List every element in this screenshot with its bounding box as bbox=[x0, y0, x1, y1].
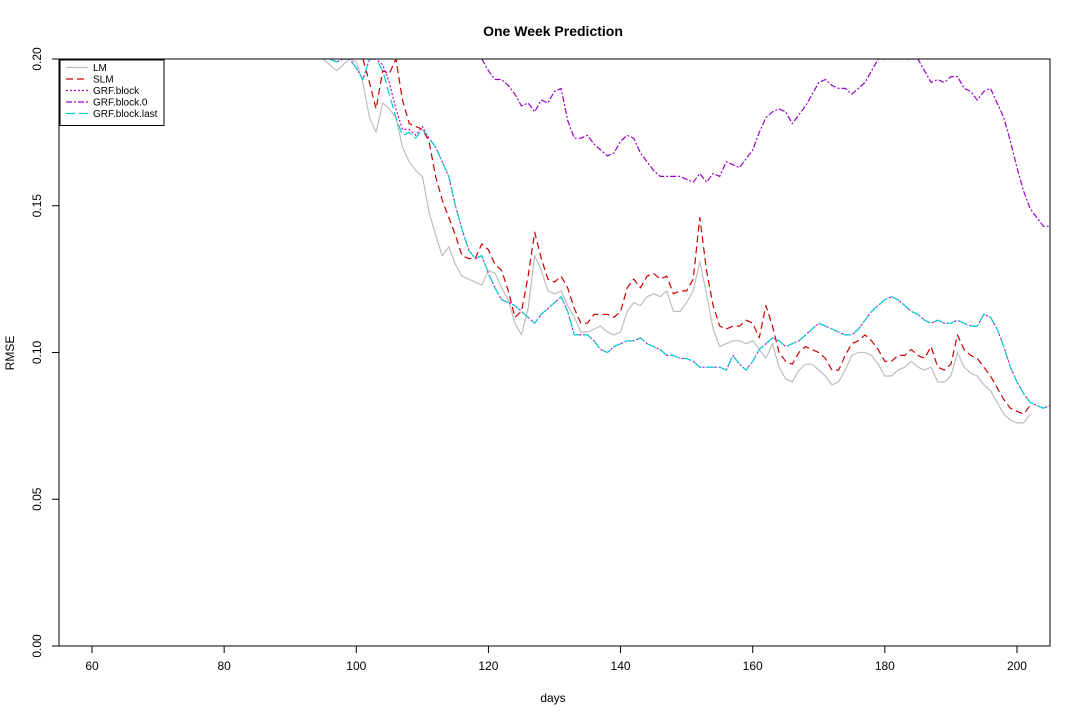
x-axis-label: days bbox=[540, 691, 565, 705]
series-line-slm bbox=[362, 59, 1031, 415]
y-axis: 0.00 0.05 0.10 0.15 0.20 bbox=[30, 47, 59, 658]
legend-label: GRF.block bbox=[93, 86, 140, 97]
chart-title: One Week Prediction bbox=[483, 23, 623, 39]
x-tick-label: 140 bbox=[611, 659, 631, 673]
x-tick-label: 80 bbox=[217, 659, 231, 673]
series-line-lm bbox=[322, 59, 1031, 424]
plot-frame bbox=[58, 58, 1051, 647]
y-axis-label: RMSE bbox=[3, 336, 17, 371]
legend-label: GRF.block.last bbox=[93, 109, 158, 120]
y-tick-label: 0.00 bbox=[30, 634, 44, 658]
x-tick-label: 160 bbox=[743, 659, 763, 673]
legend-box bbox=[59, 59, 165, 126]
legend-label: LM bbox=[93, 63, 107, 74]
x-tick-label: 200 bbox=[1007, 659, 1027, 673]
y-tick-label: 0.10 bbox=[30, 340, 44, 364]
series-line-grf-block bbox=[329, 59, 1050, 409]
y-tick-label: 0.20 bbox=[30, 47, 44, 71]
series-group bbox=[322, 59, 1050, 424]
y-tick-label: 0.05 bbox=[30, 487, 44, 511]
series-line-grf-block-last bbox=[329, 59, 1050, 409]
y-tick-label: 0.15 bbox=[30, 194, 44, 218]
x-axis: 60 80 100 120 140 160 180 200 bbox=[85, 646, 1027, 673]
legend-label: SLM bbox=[93, 75, 114, 86]
x-tick-label: 60 bbox=[85, 659, 99, 673]
x-tick-label: 100 bbox=[346, 659, 366, 673]
x-tick-label: 180 bbox=[875, 659, 895, 673]
legend-label: GRF.block.0 bbox=[93, 98, 148, 109]
x-tick-label: 120 bbox=[478, 659, 498, 673]
series-line-grf-block-0 bbox=[481, 59, 1050, 227]
